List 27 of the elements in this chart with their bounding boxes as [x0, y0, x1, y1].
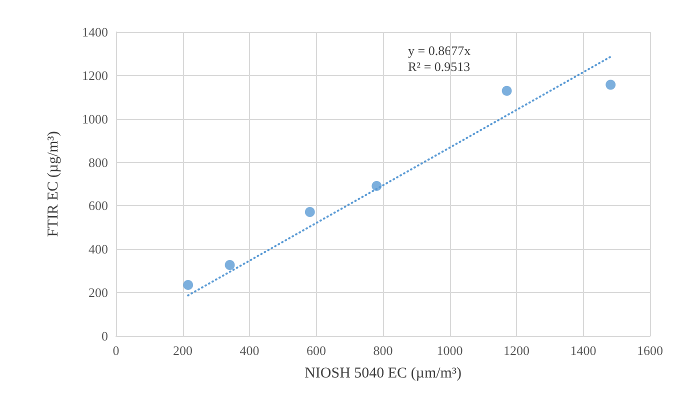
point	[304, 207, 315, 218]
annotation: y = 0.8677x	[408, 43, 472, 58]
y-tick-label: 200	[88, 285, 108, 300]
point	[183, 280, 194, 290]
point	[224, 260, 235, 270]
y-tick-label: 1400	[82, 24, 108, 40]
y-tick-label: 1000	[82, 111, 108, 126]
y-tick-label: 600	[88, 198, 108, 214]
x-tick-label: 400	[240, 343, 260, 358]
x-tick-label: 1200	[504, 343, 530, 358]
annotation: R² = 0.9513	[408, 59, 470, 74]
x-tick-label: 1400	[570, 343, 596, 358]
x-tick-label: 0	[112, 343, 120, 358]
point	[502, 86, 512, 96]
x-tick-label: 1000	[436, 343, 463, 358]
x-axis-title: NIOSH 5040 EC (µm/m³)	[304, 366, 462, 382]
y-tick-label: 800	[88, 154, 108, 170]
x-tick-label: 600	[306, 343, 326, 358]
x-tick-label: 800	[373, 343, 393, 358]
y-tick-label: 0	[102, 328, 108, 344]
x-tick-label: 200	[173, 343, 192, 358]
y-axis-title: FTIR EC (µg/m³)	[46, 131, 62, 237]
point	[372, 180, 382, 191]
y-tick-label: 1200	[82, 68, 108, 83]
y-tick-label: 400	[88, 242, 108, 257]
x-tick-label: 1600	[637, 343, 663, 358]
point	[606, 80, 616, 90]
